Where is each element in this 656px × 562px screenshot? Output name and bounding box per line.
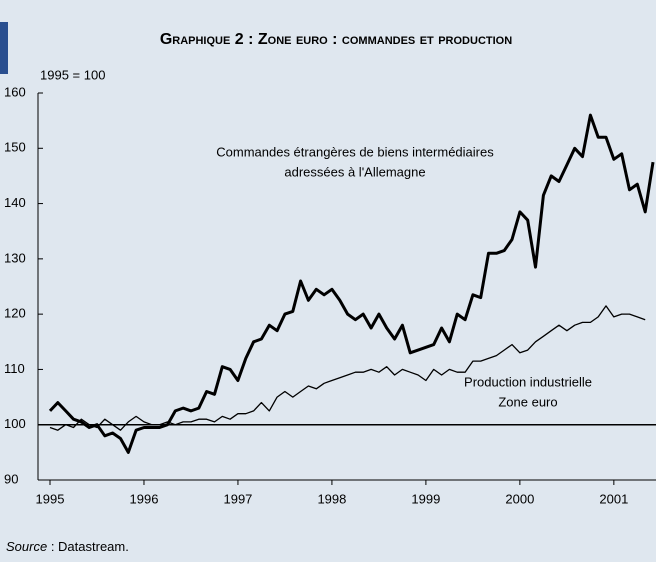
- x-tick-label: 1997: [223, 491, 252, 506]
- x-tick-label: 1998: [317, 491, 346, 506]
- x-tick-label: 2001: [599, 491, 628, 506]
- y-tick-label: 90: [4, 471, 18, 486]
- x-tick-label: 1996: [130, 491, 159, 506]
- x-tick-label: 1995: [36, 491, 65, 506]
- y-tick-label: 140: [4, 195, 26, 210]
- chart-title: Graphique 2 : Zone euro : commandes et p…: [160, 31, 512, 48]
- x-tick-label: 2000: [505, 491, 534, 506]
- series-annotation: adressées à l'Allemagne: [284, 164, 425, 179]
- y-tick-label: 120: [4, 306, 26, 321]
- y-tick-label: 150: [4, 140, 26, 155]
- series-annotation: Zone euro: [498, 394, 557, 409]
- series-line: [48, 113, 655, 454]
- y-tick-label: 160: [4, 84, 26, 99]
- series-annotation: Commandes étrangères de biens intermédia…: [216, 144, 494, 159]
- subtitle: 1995 = 100: [40, 67, 105, 82]
- series-annotation: Production industrielle: [464, 374, 592, 389]
- source-label: Source: [6, 539, 47, 554]
- series-line: [49, 305, 646, 431]
- y-tick-label: 110: [4, 361, 25, 376]
- y-tick-label: 130: [4, 250, 26, 265]
- source: Source : Datastream.: [6, 539, 129, 554]
- source-text: : Datastream.: [47, 539, 129, 554]
- y-tick-label: 100: [4, 416, 26, 431]
- accent-bar: [0, 22, 8, 74]
- x-tick-label: 1999: [411, 491, 440, 506]
